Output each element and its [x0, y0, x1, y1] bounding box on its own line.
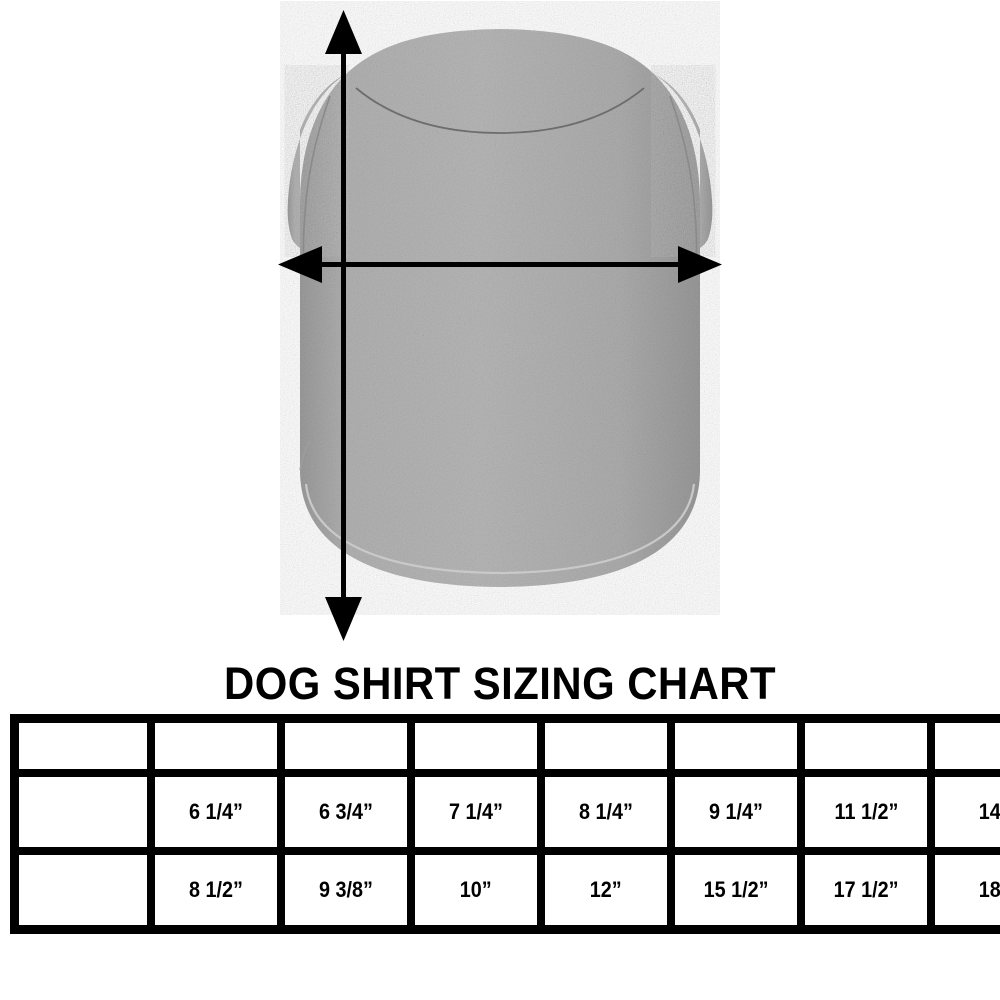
body-width-arrow: [278, 246, 722, 283]
column-header-3x-large: 3X-LARGE: [931, 719, 1000, 773]
cell-body-length-x-small: 8 1/2”: [151, 851, 281, 929]
column-header-medium: MEDIUM: [411, 719, 541, 773]
shirt-right-armhole: [654, 74, 713, 248]
cell-body-length-large: 12”: [541, 851, 671, 929]
cell-body-length-small: 9 3/8”: [281, 851, 411, 929]
sizing-table: SIZE X-SMALL SMALL MEDIUM LARGE X-LARGE …: [10, 714, 1000, 934]
column-header-x-small: X-SMALL: [151, 719, 281, 773]
cell-body-length-x-large: 15 1/2”: [671, 851, 801, 929]
product-illustration: [278, 10, 722, 641]
cell-body-width-3x-large: 14”: [931, 773, 1000, 851]
column-header-x-large: X-LARGE: [671, 719, 801, 773]
column-header-size: SIZE: [15, 719, 151, 773]
body-length-arrow: [325, 10, 362, 641]
shirt-body: [300, 29, 700, 587]
column-header-small: SMALL: [281, 719, 411, 773]
cell-body-width-small: 6 3/4”: [281, 773, 411, 851]
sizing-chart: SIZE X-SMALL SMALL MEDIUM LARGE X-LARGE …: [10, 714, 1000, 934]
row-header-body-length: BODY LENGTH: [15, 851, 151, 929]
shirt-hem-seam: [299, 439, 696, 575]
cell-body-width-large: 8 1/4”: [541, 773, 671, 851]
shirt-left-armhole: [287, 74, 346, 248]
cell-body-width-2x-large: 11 1/2”: [801, 773, 931, 851]
shirt-armhole-seams: [302, 95, 698, 263]
row-header-body-width: BODY WIDTH: [15, 773, 151, 851]
cell-body-width-medium: 7 1/4”: [411, 773, 541, 851]
column-header-large: LARGE: [541, 719, 671, 773]
column-header-2x-large: 2X-LARGE: [801, 719, 931, 773]
page-title: DOG SHIRT SIZING CHART: [224, 658, 776, 709]
dog-shirt-illustration: [278, 10, 722, 641]
cell-body-length-medium: 10”: [411, 851, 541, 929]
table-row-body-length: BODY LENGTH 8 1/2” 9 3/8” 10” 12” 15 1/2…: [15, 851, 1000, 929]
shirt-neckline-seam: [355, 87, 645, 134]
cell-body-width-x-small: 6 1/4”: [151, 773, 281, 851]
cell-body-width-x-large: 9 1/4”: [671, 773, 801, 851]
table-row-body-width: BODY WIDTH 6 1/4” 6 3/4” 7 1/4” 8 1/4” 9…: [15, 773, 1000, 851]
table-header-row: SIZE X-SMALL SMALL MEDIUM LARGE X-LARGE …: [15, 719, 1000, 773]
cell-body-length-2x-large: 17 1/2”: [801, 851, 931, 929]
cell-body-length-3x-large: 18”: [931, 851, 1000, 929]
